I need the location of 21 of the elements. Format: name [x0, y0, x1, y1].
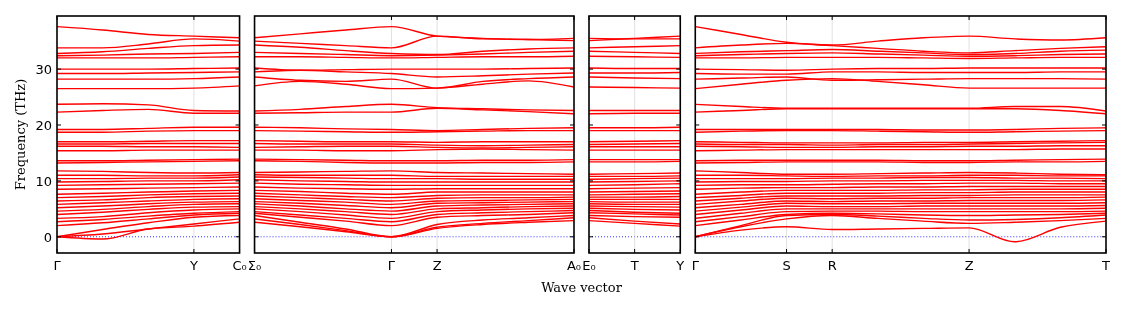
x-tick-label: Γ	[53, 258, 62, 273]
y-axis-title: Frequency (THz)	[13, 78, 28, 191]
x-tick-label: Y	[675, 258, 685, 273]
x-tick-label: Γ	[691, 258, 700, 273]
x-tick-label: Σ₀	[247, 258, 262, 273]
x-tick-label: Y	[188, 258, 198, 273]
y-tick-label: 10	[35, 173, 52, 189]
x-tick-label: T	[1101, 258, 1111, 273]
x-tick-label: S	[782, 258, 791, 273]
x-tick-label: Γ	[387, 258, 396, 273]
x-tick-label: R	[827, 258, 837, 273]
x-tick-label: E₀	[582, 258, 596, 273]
x-tick-label: Z	[432, 258, 442, 273]
y-tick-label: 20	[35, 118, 52, 133]
x-tick-label: Z	[964, 258, 974, 273]
x-tick-label: C₀	[232, 258, 247, 273]
y-tick-label: 30	[35, 62, 52, 78]
y-tick-label: 0	[43, 229, 52, 245]
x-axis-title: Wave vector	[541, 280, 623, 295]
x-tick-label: A₀	[566, 258, 582, 273]
x-tick-label: T	[629, 258, 639, 273]
